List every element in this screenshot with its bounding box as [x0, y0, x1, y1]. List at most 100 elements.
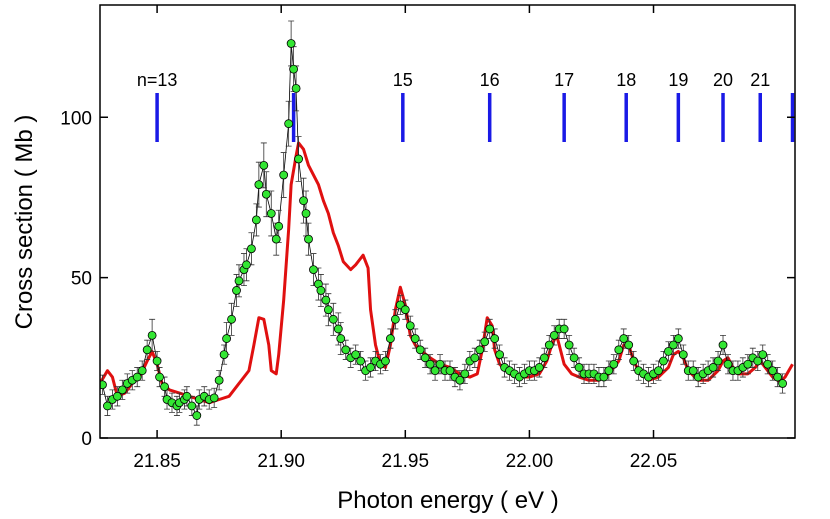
data-point: [301, 209, 311, 218]
data-point: [435, 359, 445, 369]
data-point: [445, 366, 455, 376]
data-point: [415, 345, 425, 355]
data-point: [279, 170, 289, 180]
data-point: [274, 221, 284, 231]
data-point: [341, 345, 351, 355]
data-point: [614, 345, 624, 355]
data-point: [718, 340, 728, 350]
data-point: [609, 359, 619, 369]
data-point: [654, 366, 663, 376]
data-point: [768, 366, 778, 376]
data-line: [102, 43, 783, 417]
data-point: [539, 353, 549, 363]
data-point: [743, 359, 753, 369]
data-point: [142, 345, 152, 355]
data-point: [234, 276, 244, 286]
data-point: [209, 393, 219, 403]
data-point: [333, 324, 343, 334]
data-point: [137, 366, 147, 376]
data-point: [544, 340, 554, 350]
data-point: [261, 189, 271, 199]
x-tick-label: 22.05: [630, 451, 678, 472]
data-point: [284, 119, 294, 129]
data-point: [480, 337, 490, 347]
data-point: [286, 39, 296, 48]
data-point: [254, 180, 264, 190]
data-point: [723, 359, 733, 369]
data-point: [390, 314, 400, 324]
data-point: [629, 356, 639, 366]
data-point: [351, 350, 361, 360]
data-point: [147, 330, 157, 340]
data-point: [664, 346, 673, 356]
data-point: [152, 356, 162, 366]
data-point: [490, 334, 500, 343]
x-tick-label: 21.95: [382, 451, 430, 472]
data-point: [430, 366, 440, 376]
data-point: [304, 234, 313, 244]
data-point: [219, 350, 229, 360]
data-point: [289, 64, 299, 74]
data-point: [222, 334, 231, 343]
x-tick-label: 22.00: [506, 451, 554, 472]
data-point: [688, 366, 698, 376]
data-point: [559, 324, 569, 334]
x-tick-label: 21.85: [133, 451, 181, 472]
data-point: [294, 154, 303, 164]
data-point: [242, 260, 251, 270]
data-point: [569, 353, 579, 363]
data-point: [336, 334, 346, 343]
data-point: [624, 340, 634, 350]
data-point: [291, 83, 301, 93]
data-point: [599, 372, 609, 382]
data-point: [259, 160, 269, 170]
series-marker-label: 21: [750, 70, 770, 90]
data-point: [251, 215, 261, 225]
data-point: [266, 209, 276, 218]
data-point: [604, 366, 614, 376]
data-point: [758, 350, 768, 360]
series-marker-label: 16: [480, 70, 500, 90]
y-tick-label: 0: [81, 429, 92, 450]
series-marker-label: 18: [616, 70, 636, 90]
data-point: [356, 356, 366, 366]
data-point: [713, 356, 723, 366]
data-point: [366, 363, 375, 372]
data-point: [160, 382, 169, 392]
x-tick-label: 21.90: [257, 451, 305, 472]
data-point: [753, 356, 763, 366]
data-point: [323, 305, 333, 315]
plot-area: [100, 20, 795, 426]
data-point: [708, 363, 718, 372]
series-marker-label: 20: [713, 70, 733, 90]
data-point: [773, 372, 783, 382]
data-point: [574, 363, 584, 372]
series-marker-label: 17: [554, 70, 574, 90]
data-point: [316, 286, 326, 295]
data-point: [485, 324, 495, 334]
data-point: [678, 350, 688, 360]
data-point: [299, 196, 308, 206]
data-point: [549, 330, 559, 340]
series-marker-label: 15: [393, 70, 413, 90]
data-point: [381, 356, 390, 366]
data-point: [271, 234, 281, 244]
plot-frame: [99, 4, 796, 439]
data-point: [182, 391, 192, 401]
data-point: [328, 314, 338, 324]
data-point: [420, 353, 430, 363]
series-marker-label: n=13: [137, 70, 178, 90]
y-tick-label: 100: [60, 108, 92, 129]
data-point: [475, 345, 485, 355]
data-point: [460, 369, 470, 379]
data-point: [232, 286, 241, 295]
data-point: [410, 334, 420, 343]
data-point: [309, 265, 318, 275]
series-marker-label: 19: [668, 70, 688, 90]
data-point: [192, 411, 202, 420]
data-point: [132, 372, 142, 382]
data-point: [187, 401, 197, 411]
data-point: [495, 350, 505, 360]
data-point: [659, 356, 668, 366]
